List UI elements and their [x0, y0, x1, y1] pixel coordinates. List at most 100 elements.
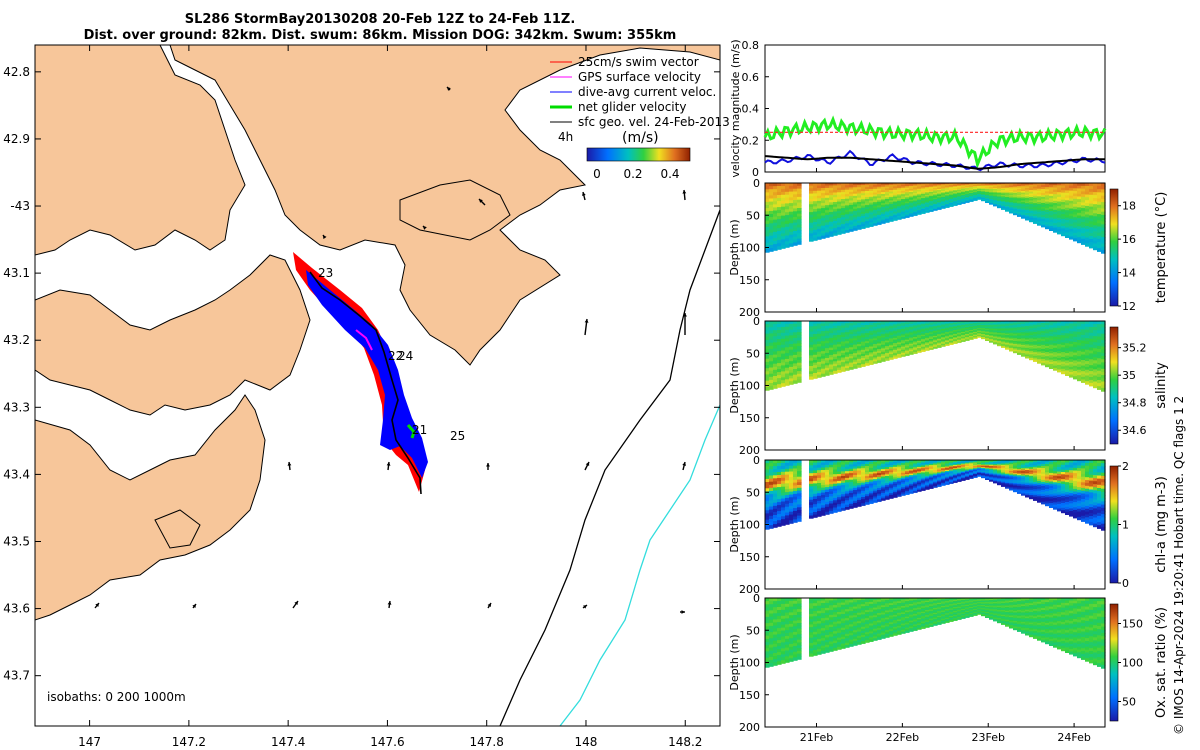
profile-cell — [1033, 352, 1038, 355]
profile-cell — [1033, 339, 1038, 342]
profile-cell — [777, 460, 782, 464]
profile-cell — [1001, 183, 1006, 185]
profile-cell — [785, 358, 790, 363]
profile-cell — [849, 198, 854, 202]
profile-cell — [937, 461, 942, 463]
profile-cell — [997, 194, 1002, 196]
profile-cell — [969, 198, 974, 201]
profile-cell — [865, 359, 870, 362]
profile-cell — [1093, 345, 1098, 349]
profile-cell — [977, 187, 982, 189]
profile-cell — [917, 462, 922, 465]
profile-cell — [881, 465, 886, 468]
profile-cell — [773, 247, 778, 251]
profile-cell — [817, 470, 822, 474]
profile-cell — [881, 344, 886, 348]
profile-cell — [809, 206, 814, 210]
profile-cell — [901, 192, 906, 195]
profile-cell — [969, 460, 974, 462]
profile-cell — [905, 212, 910, 215]
profile-cell — [853, 221, 858, 225]
profile-cell — [957, 334, 962, 337]
profile-cell — [769, 515, 774, 520]
profile-cell — [913, 185, 918, 188]
profile-cell — [905, 463, 910, 466]
profile-cell — [961, 462, 966, 465]
profile-cell — [985, 333, 990, 335]
profile-cell — [845, 354, 850, 358]
profile-cell — [845, 347, 850, 351]
profile-cell — [969, 328, 974, 330]
profile-cell — [901, 191, 906, 194]
profile-cell — [869, 462, 874, 465]
profile-cell — [957, 478, 962, 480]
profile-cell — [1037, 209, 1042, 213]
profile-cell — [845, 365, 850, 369]
profile-cell — [929, 479, 934, 482]
profile-cell — [793, 233, 798, 238]
profile-cell — [849, 220, 854, 224]
profile-cell — [917, 474, 922, 477]
profile-cell — [989, 184, 994, 186]
profile-cell — [841, 330, 846, 333]
profile-cell — [957, 198, 962, 201]
profile-cell — [933, 324, 938, 327]
profile-cell — [909, 190, 914, 193]
profile-cell — [873, 349, 878, 353]
profile-cell — [845, 345, 850, 349]
profile-cell — [993, 195, 998, 198]
profile-cell — [781, 321, 786, 325]
profile-cell — [793, 485, 798, 489]
sfc-geo-velocity-arrowhead — [423, 226, 427, 230]
profile-cell — [921, 194, 926, 196]
profile-cell — [933, 474, 938, 477]
profile-cell — [845, 352, 850, 356]
profile-cell — [965, 197, 970, 199]
profile-cell — [765, 374, 770, 379]
profile-cell — [861, 220, 866, 223]
profile-cell — [1009, 199, 1014, 202]
profile-cell — [825, 321, 830, 325]
profile-cell — [937, 196, 942, 198]
profile-cell — [885, 186, 890, 189]
profile-cell — [765, 358, 770, 363]
profile-cell — [1097, 235, 1102, 240]
profile-cell — [797, 490, 802, 494]
profile-cell — [1077, 204, 1082, 208]
profile-cell — [865, 225, 870, 228]
profile-cell — [881, 353, 886, 357]
profile-cell — [809, 190, 814, 195]
profile-cell — [853, 210, 858, 214]
profile-cell — [925, 188, 930, 191]
profile-cell — [1041, 189, 1046, 192]
profile-cell — [1081, 194, 1086, 198]
profile-cell — [797, 221, 802, 226]
profile-cell — [789, 381, 794, 385]
profile-cell — [905, 200, 910, 203]
profile-cell — [769, 484, 774, 489]
profile-cell — [833, 190, 838, 194]
profile-cell — [973, 329, 978, 331]
profile-cell — [785, 350, 790, 354]
profile-cell — [973, 473, 978, 475]
profile-cell — [1061, 230, 1066, 234]
profile-cell — [817, 211, 822, 215]
profile-cell — [813, 326, 818, 330]
profile-cell — [893, 463, 898, 466]
profile-cell — [977, 184, 982, 186]
profile-cell — [885, 472, 890, 475]
profile-cell — [861, 209, 866, 213]
profile-cell — [1005, 346, 1010, 349]
profile-cell — [1041, 338, 1046, 342]
profile-cell — [981, 328, 986, 330]
profile-cell — [885, 204, 890, 207]
profile-cell — [1029, 354, 1034, 357]
profile-cell — [797, 191, 802, 195]
profile-cell — [1001, 337, 1006, 340]
profile-cell — [877, 469, 882, 472]
profile-cell — [1021, 198, 1026, 202]
profile-cell — [893, 471, 898, 475]
profile-cell — [1053, 365, 1058, 369]
profile-cell — [797, 337, 802, 342]
profile-cell — [829, 371, 834, 375]
